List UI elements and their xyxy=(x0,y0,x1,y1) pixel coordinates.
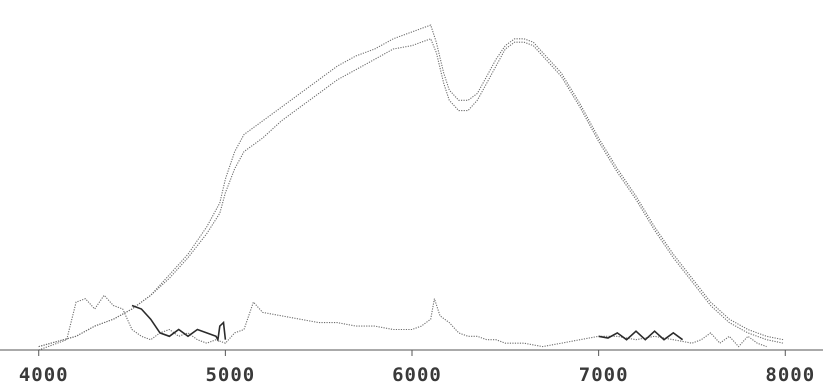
series-3-line xyxy=(38,294,767,351)
x-tick-label: 4000 xyxy=(19,364,69,385)
x-tick-label: 8000 xyxy=(765,364,815,385)
series-5-line xyxy=(598,330,684,341)
x-tick-label: 7000 xyxy=(579,364,629,385)
series-4-line xyxy=(131,304,227,343)
x-tick-label: 5000 xyxy=(205,364,255,385)
x-tick-label: 6000 xyxy=(392,364,442,385)
x-axis: 4000 5000 6000 7000 8000 xyxy=(0,349,823,385)
series-2-line xyxy=(38,38,784,348)
series-1-line xyxy=(38,24,784,348)
series-layer xyxy=(38,24,784,351)
